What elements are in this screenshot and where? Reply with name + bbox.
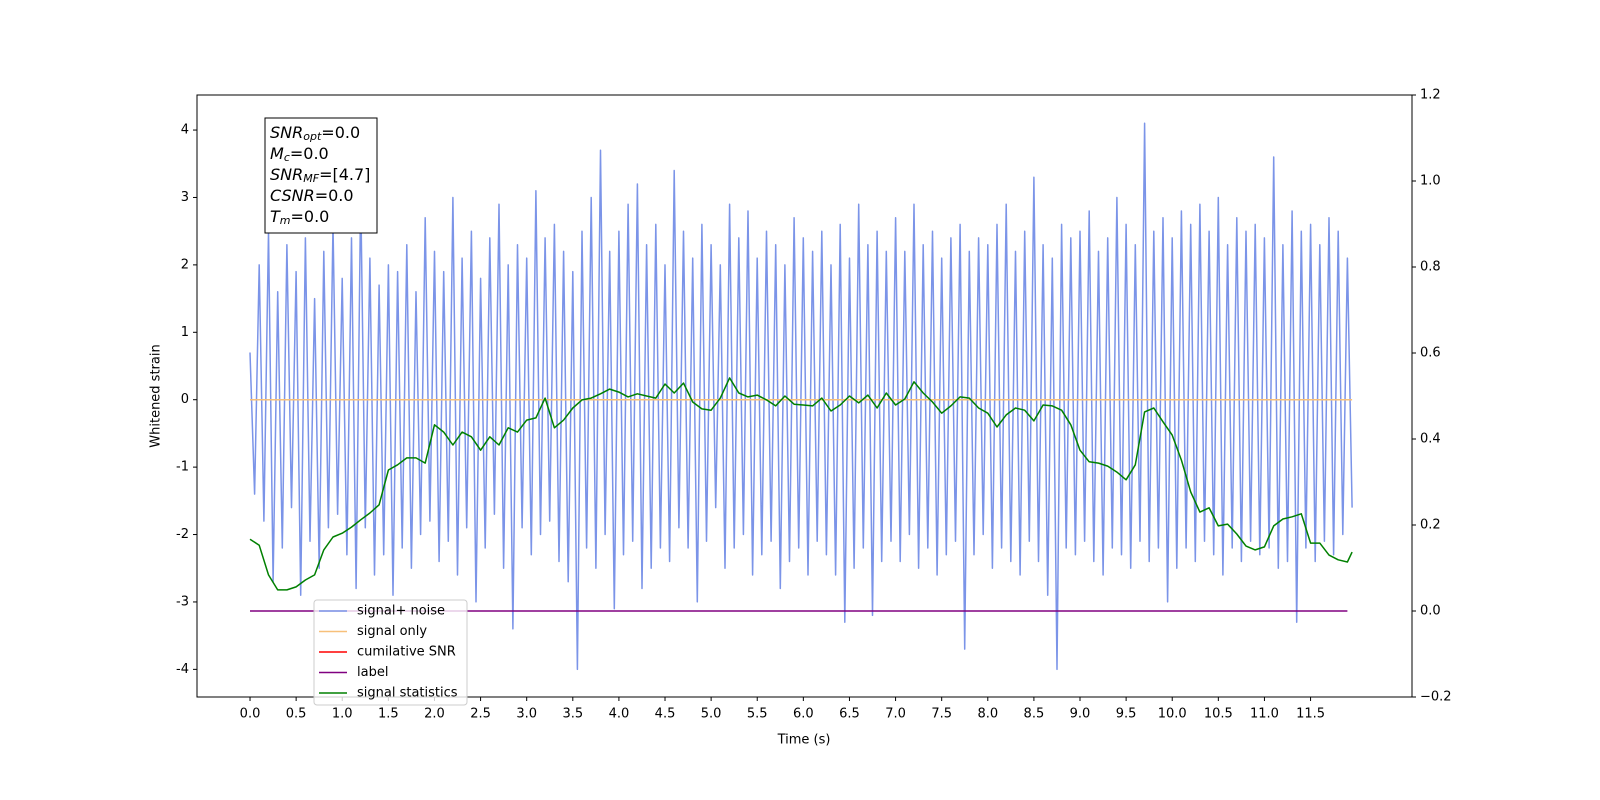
annotation-rest: =0.0: [321, 123, 360, 142]
x-tick-label: 5.5: [747, 707, 768, 722]
x-tick-label: 2.0: [424, 707, 445, 722]
x-tick-label: 1.5: [378, 707, 399, 722]
y2-tick-label: 0.6: [1420, 346, 1441, 361]
annotation-line: Tm=0.0: [270, 207, 329, 228]
legend: signal+ noise signal only cumilative SNR la…: [313, 599, 468, 706]
annotation-sub: opt: [303, 130, 322, 143]
legend-label: cumilative SNR: [357, 645, 456, 660]
y-axis-label: Whitened strain: [149, 344, 164, 447]
legend-label: signal+ noise: [357, 604, 445, 619]
x-tick-label: 2.5: [470, 707, 491, 722]
annotation-line: Mc=0.0: [270, 144, 329, 165]
annotation-box: SNRopt=0.0Mc=0.0SNRMF=[4.7]CSNR=0.0Tm=0.…: [264, 117, 378, 234]
x-tick-label: 9.5: [1116, 707, 1137, 722]
y-tick-label: -4: [176, 662, 189, 677]
x-tick-label: 11.5: [1296, 707, 1325, 722]
y-tick-label: 1: [181, 325, 189, 340]
y2-tick-label: 1.2: [1420, 88, 1441, 103]
x-tick-label: 4.0: [609, 707, 630, 722]
annotation-line: SNRMF=[4.7]: [270, 165, 370, 186]
x-tick-label: 3.5: [562, 707, 583, 722]
annotation-rest: =0.0: [290, 144, 329, 163]
x-tick-label: 6.5: [839, 707, 860, 722]
annotation-main: T: [270, 207, 281, 226]
x-tick-label: 6.0: [793, 707, 814, 722]
y-tick-label: 3: [181, 190, 189, 205]
annotation-main: SNR: [270, 123, 303, 142]
annotation-main: M: [270, 144, 284, 163]
x-tick-label: 7.5: [931, 707, 952, 722]
annotation-sub: c: [284, 151, 290, 164]
x-tick-label: 10.0: [1158, 707, 1187, 722]
series-line: [249, 377, 1353, 591]
plot-frame: [196, 94, 1413, 698]
y-tick-label: -3: [176, 594, 189, 609]
annotation-rest: =[4.7]: [319, 165, 370, 184]
annotation-frame: [264, 117, 378, 234]
legend-label: signal statistics: [357, 686, 458, 701]
legend-label: label: [357, 665, 388, 680]
annotation-rest: =0.0: [315, 186, 354, 205]
x-tick-label: 8.0: [977, 707, 998, 722]
legend-label: signal only: [357, 624, 427, 639]
series-line: [249, 122, 1353, 671]
x-tick-label: 0.5: [286, 707, 307, 722]
x-tick-label: 1.0: [332, 707, 353, 722]
annotation-main: CSNR: [270, 186, 315, 205]
x-tick-label: 4.5: [655, 707, 676, 722]
annotation-main: SNR: [270, 165, 303, 184]
y2-tick-label: 0.8: [1420, 260, 1441, 275]
annotation-sub: m: [280, 214, 291, 227]
x-tick-label: 9.0: [1070, 707, 1091, 722]
x-tick-label: 0.0: [240, 707, 261, 722]
annotation-line: SNRopt=0.0: [270, 123, 360, 144]
y2-tick-label: 0.4: [1420, 432, 1441, 447]
y-tick-label: 0: [181, 392, 189, 407]
x-tick-label: 8.5: [1024, 707, 1045, 722]
x-tick-label: 11.0: [1250, 707, 1279, 722]
y-tick-label: 4: [181, 123, 189, 138]
legend-frame: [313, 599, 468, 706]
annotation-line: CSNR=0.0: [270, 186, 354, 205]
y2-tick-label: 1.0: [1420, 174, 1441, 189]
y2-tick-label: −0.2: [1420, 690, 1452, 705]
y-tick-label: 2: [181, 257, 189, 272]
annotation-sub: MF: [303, 172, 319, 185]
y-tick-label: -2: [176, 527, 189, 542]
annotation-rest: =0.0: [291, 207, 330, 226]
x-tick-label: 10.5: [1204, 707, 1233, 722]
x-axis-label: Time (s): [777, 733, 831, 748]
y2-tick-label: 0.2: [1420, 518, 1441, 533]
x-tick-label: 5.0: [701, 707, 722, 722]
x-tick-label: 7.0: [885, 707, 906, 722]
y-tick-label: -1: [176, 460, 189, 475]
y2-tick-label: 0.0: [1420, 604, 1441, 619]
x-tick-label: 3.0: [516, 707, 537, 722]
